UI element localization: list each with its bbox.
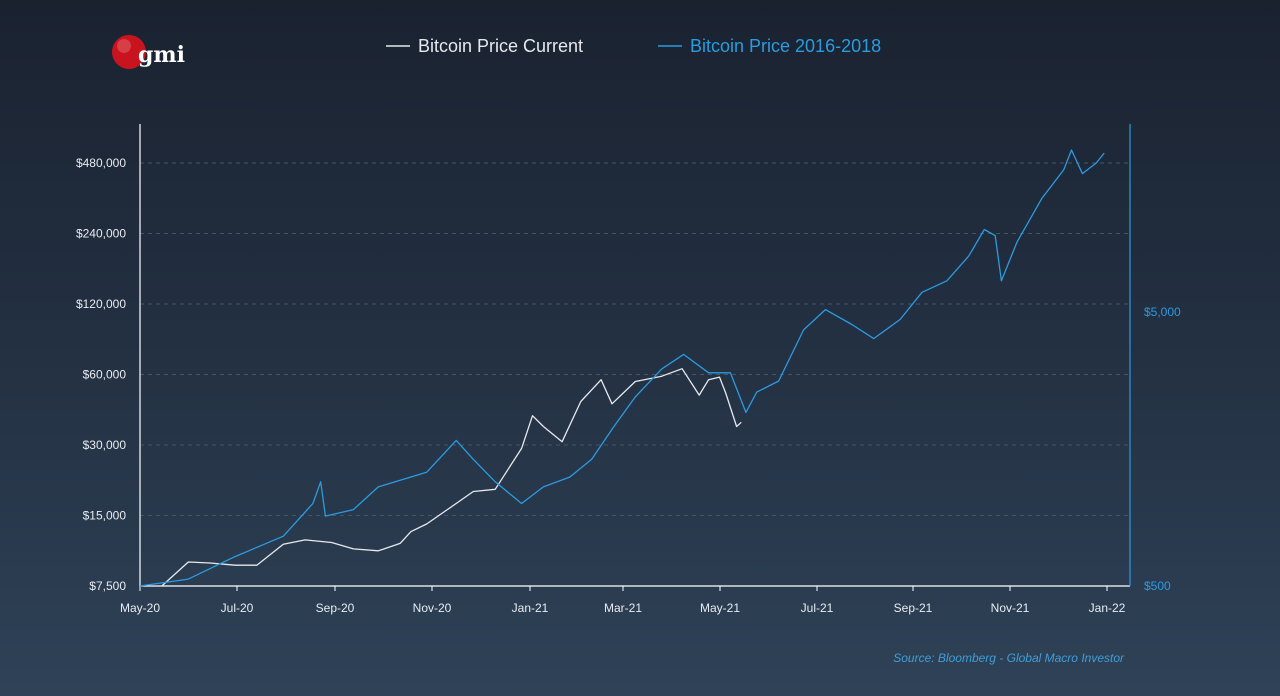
y-left-tick-label: $480,000 — [76, 156, 126, 170]
source-note: Source: Bloomberg - Global Macro Investo… — [893, 651, 1125, 665]
x-tick-label: Jan-21 — [512, 601, 549, 615]
x-tick-label: Mar-21 — [604, 601, 642, 615]
legend: Bitcoin Price Current Bitcoin Price 2016… — [386, 36, 881, 56]
y-left-tick-label: $7,500 — [89, 579, 126, 593]
y-right-tick-label: $5,000 — [1144, 305, 1181, 319]
x-tick-label: Jul-21 — [801, 601, 834, 615]
gmi-logo: gmi — [112, 35, 185, 69]
logo-highlight-icon — [117, 39, 131, 53]
y-right-tick-label: $500 — [1144, 579, 1171, 593]
legend-label-historical: Bitcoin Price 2016-2018 — [690, 36, 881, 56]
grid-lines — [140, 162, 1130, 516]
x-tick-label: Sep-21 — [894, 601, 933, 615]
y-left-tick-label: $30,000 — [83, 438, 127, 452]
series-line-2016-2018 — [139, 149, 1105, 587]
y-left-tick-label: $120,000 — [76, 297, 126, 311]
x-tick-label: May-20 — [120, 601, 160, 615]
legend-label-current: Bitcoin Price Current — [418, 36, 583, 56]
x-tick-label: Nov-21 — [991, 601, 1030, 615]
x-tick-label: Nov-20 — [413, 601, 452, 615]
axes — [139, 124, 1131, 591]
x-tick-label: Jan-22 — [1089, 601, 1126, 615]
x-tick-label: May-21 — [700, 601, 740, 615]
y-left-tick-label: $15,000 — [83, 509, 127, 523]
series-lines — [139, 149, 1105, 587]
x-tick-label: Jul-20 — [221, 601, 254, 615]
series-line-current — [161, 368, 742, 587]
x-tick-label: Sep-20 — [316, 601, 355, 615]
logo-text: gmi — [138, 42, 185, 68]
tick-labels: $7,500 $15,000 $30,000 $60,000 $120,000 $240,… — [76, 156, 1181, 615]
y-left-tick-label: $240,000 — [76, 227, 126, 241]
y-left-tick-label: $60,000 — [83, 368, 127, 382]
